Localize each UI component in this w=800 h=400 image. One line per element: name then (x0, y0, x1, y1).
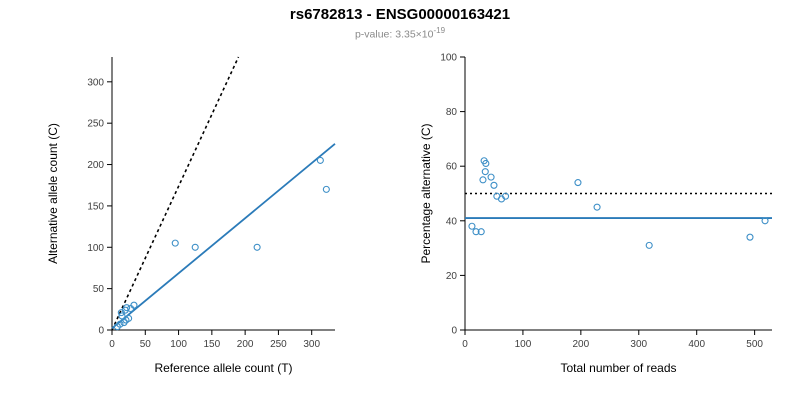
x-axis-title: Reference allele count (T) (154, 361, 292, 375)
data-point (125, 314, 133, 322)
expected-50pct-line (111, 56, 240, 331)
data-point (123, 304, 131, 312)
x-tick-label: 50 (140, 339, 152, 350)
y-tick-label: 80 (446, 107, 458, 118)
data-point (645, 241, 653, 249)
percentage-alternative-scatter-plot: 0 100 200 300 400 500 0 20 40 60 80 100 Total number… (419, 53, 772, 375)
pvalue-text: p-value: 3.35×10 (354, 28, 434, 41)
x-tick-label: 300 (303, 339, 320, 350)
y-tick-label: 40 (446, 216, 458, 227)
data-point (593, 203, 601, 211)
y-tick-label: 250 (87, 119, 104, 130)
y-tick-label: 60 (446, 162, 458, 173)
data-point (130, 301, 138, 309)
data-point (116, 320, 124, 328)
fit-line (111, 143, 336, 330)
allele-count-scatter-plot: 0 50 100 150 200 250 300 0 50 100 150 200 250 300 Refe… (46, 56, 336, 375)
data-point (477, 228, 485, 236)
x-tick-label: 0 (109, 339, 115, 350)
y-axis-title: Alternative allele count (C) (46, 123, 60, 264)
data-point (322, 185, 330, 193)
x-tick-label: 250 (270, 339, 287, 350)
y-tick-label: 20 (446, 271, 458, 282)
y-tick-label: 300 (87, 77, 104, 88)
data-point (472, 228, 480, 236)
pvalue-exponent: -19 (433, 26, 446, 35)
data-point (479, 176, 487, 184)
data-point (316, 156, 324, 164)
y-tick-label: 150 (87, 201, 104, 212)
x-tick-label: 500 (746, 339, 763, 350)
data-point (487, 173, 495, 181)
x-tick-label: 400 (688, 339, 705, 350)
data-point (481, 168, 489, 176)
data-point (761, 217, 769, 225)
data-point (482, 159, 490, 168)
x-tick-label: 100 (515, 339, 532, 350)
y-tick-label: 200 (87, 160, 104, 171)
x-tick-label: 200 (573, 339, 590, 350)
x-tick-label: 200 (237, 339, 254, 350)
x-tick-label: 100 (170, 339, 187, 350)
y-tick-label: 0 (451, 326, 457, 337)
data-point (501, 192, 510, 200)
figure-title: rs6782813 - ENSG00000163421 (289, 6, 511, 23)
figure-subtitle: p-value: 3.35×10-19 (0, 26, 800, 41)
y-axis-title: Percentage alternative (C) (419, 123, 433, 263)
data-point (253, 243, 261, 251)
x-axis-title: Total number of reads (560, 361, 676, 375)
y-tick-label: 100 (87, 243, 104, 254)
x-tick-label: 150 (204, 339, 221, 350)
data-point (171, 239, 179, 247)
data-point (468, 222, 476, 230)
data-point (746, 233, 754, 241)
y-tick-label: 50 (93, 284, 105, 295)
x-tick-label: 0 (462, 339, 468, 350)
data-point (118, 312, 126, 320)
data-point (574, 179, 582, 187)
x-tick-label: 300 (630, 339, 647, 350)
y-tick-label: 0 (98, 326, 104, 337)
data-point (490, 181, 498, 189)
data-point (191, 243, 199, 251)
y-tick-label: 100 (440, 53, 457, 64)
